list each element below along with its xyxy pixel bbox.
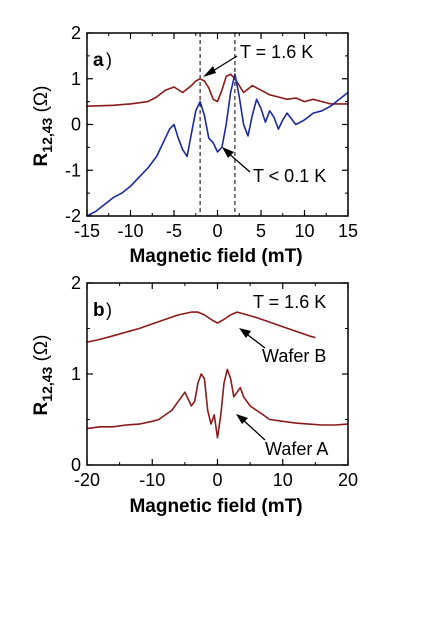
panel-a-dashed-lines [199, 33, 236, 216]
x-tick-label: 20 [338, 470, 358, 490]
annotation-wafer-b: Wafer B [262, 346, 326, 366]
x-tick-label: 15 [338, 221, 358, 241]
panel-b-letter-paren: ) [106, 300, 112, 320]
arrowhead-b-1 [239, 328, 251, 338]
y-tick-label: 2 [71, 273, 81, 293]
annotation-t-1-6k-b: T = 1.6 K [253, 292, 326, 312]
panel-b-xlabel: Magnetic field (mT) [129, 496, 302, 517]
annotation-wafer-a: Wafer A [265, 439, 328, 459]
annotation-t-1-6k: T = 1.6 K [240, 42, 313, 62]
y-tick-label: 1 [71, 364, 81, 384]
x-tick-label: -20 [74, 470, 100, 490]
arrowhead-a-1 [203, 66, 216, 77]
x-tick-label: 10 [273, 470, 293, 490]
panel-b-series [86, 311, 349, 439]
x-tick-label: 5 [256, 221, 266, 241]
y-tick-label: 2 [71, 23, 81, 43]
x-tick-label: 0 [212, 470, 222, 490]
panel-a-xlabel: Magnetic field (mT) [129, 246, 302, 267]
panel-a-ylabel: R12,43 (Ω) [31, 86, 55, 167]
x-tick-label: -5 [166, 221, 182, 241]
series-line [86, 73, 349, 217]
x-tick-label: 0 [212, 221, 222, 241]
arrowhead-a-2 [222, 147, 234, 158]
x-tick-label: -10 [139, 470, 165, 490]
series-line [86, 368, 349, 439]
panel-a-letter-paren: ) [106, 50, 112, 70]
arrow-b-2 [240, 417, 266, 441]
y-tick-label: -1 [65, 160, 81, 180]
annotation-t-0-1k: T < 0.1 K [253, 166, 326, 186]
panel-b-ticks: -20 -10 0 10 20 0 1 2 [71, 273, 358, 490]
y-tick-label: 0 [71, 455, 81, 475]
arrow-a-2 [226, 151, 251, 173]
svg-text:R12,43 (Ω): R12,43 (Ω) [31, 335, 55, 416]
panel-b-ylabel: R12,43 (Ω) [31, 335, 55, 416]
series-line [86, 73, 348, 107]
y-tick-label: 1 [71, 69, 81, 89]
x-tick-label: -10 [117, 221, 143, 241]
x-tick-label: 10 [294, 221, 314, 241]
x-tick-label: -15 [74, 221, 100, 241]
svg-text:R12,43 (Ω): R12,43 (Ω) [31, 86, 55, 167]
panel-a-series [86, 73, 349, 217]
y-tick-label: -2 [65, 206, 81, 226]
panel-a-letter: a [93, 50, 104, 71]
panel-b: -20 -10 0 10 20 0 1 2 b ) T = 1.6 K Wafer B Waf… [31, 273, 358, 517]
y-tick-label: 0 [71, 115, 81, 135]
arrowhead-b-2 [236, 414, 248, 424]
series-line [86, 311, 316, 343]
panel-b-letter: b [93, 300, 105, 321]
